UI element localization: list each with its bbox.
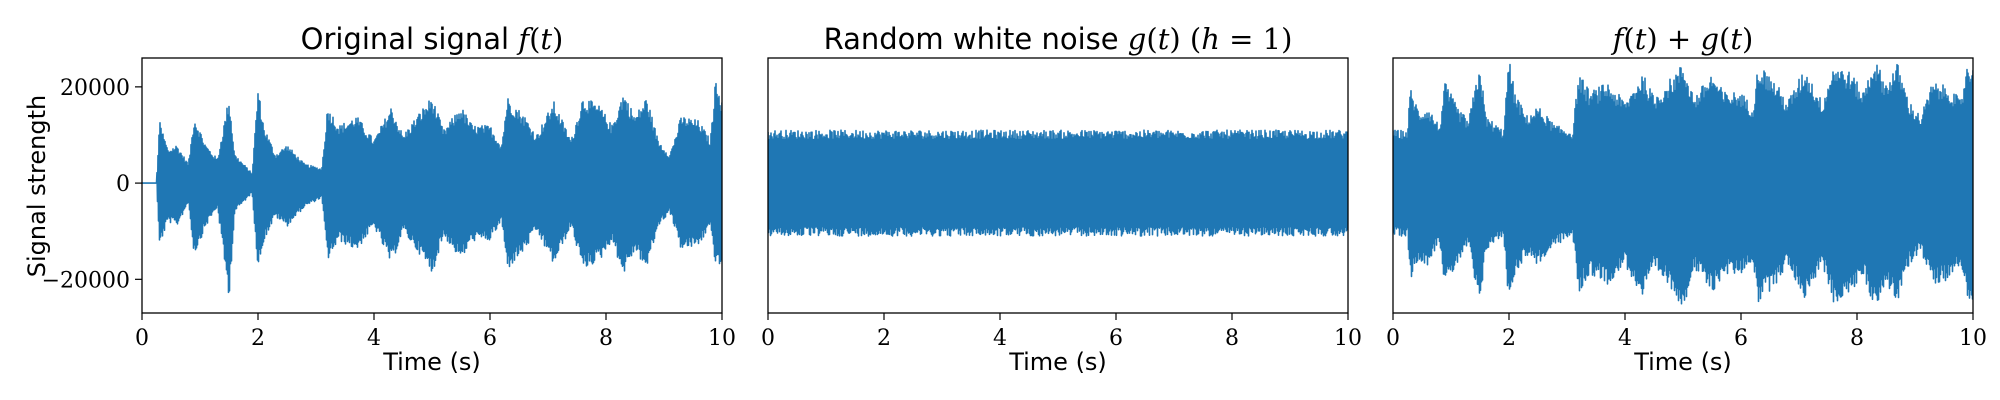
x-tick-label: 6 bbox=[1734, 326, 1748, 351]
x-tick-label: 8 bbox=[599, 326, 613, 351]
chart-title-3: f(t) + g(t) bbox=[1611, 22, 1754, 56]
y-tick-label: 20000 bbox=[60, 76, 130, 101]
axes-frame-1 bbox=[141, 57, 723, 314]
series-line-1-1 bbox=[142, 82, 722, 294]
x-tick-label: 2 bbox=[877, 326, 891, 351]
x-axis-label-2: Time (s) bbox=[1008, 348, 1107, 376]
series-line-3-1 bbox=[1393, 63, 1973, 305]
x-tick-label: 10 bbox=[708, 326, 736, 351]
ticks-2: 0 2 4 6 8 10 bbox=[761, 313, 1362, 351]
plot-area-1 bbox=[142, 82, 722, 294]
x-tick-label: 8 bbox=[1850, 326, 1864, 351]
x-axis-label-3: Time (s) bbox=[1633, 348, 1732, 376]
chart-title-2: Random white noise g(t) (h = 1) bbox=[824, 22, 1293, 56]
x-tick-label: 0 bbox=[1386, 326, 1400, 351]
x-tick-label: 4 bbox=[1618, 326, 1632, 351]
axes-frame-2 bbox=[767, 57, 1349, 314]
x-tick-label: 10 bbox=[1334, 326, 1362, 351]
panel-white-noise: 0 2 4 6 8 10 Random white noise g(t) (h = 1) … bbox=[761, 22, 1362, 376]
ticks-1: 0 2 4 6 8 10 −20000 0 20000 bbox=[42, 76, 736, 351]
x-axis-label-1: Time (s) bbox=[382, 348, 481, 376]
x-tick-label: 4 bbox=[993, 326, 1007, 351]
x-tick-label: 0 bbox=[135, 326, 149, 351]
x-tick-label: 6 bbox=[1109, 326, 1123, 351]
x-tick-label: 2 bbox=[251, 326, 265, 351]
plot-area-3 bbox=[1393, 63, 1973, 305]
x-tick-label: 2 bbox=[1502, 326, 1516, 351]
x-tick-label: 0 bbox=[761, 326, 775, 351]
x-tick-label: 4 bbox=[367, 326, 381, 351]
y-tick-label: 0 bbox=[116, 172, 130, 197]
ticks-3: 0 2 4 6 8 10 bbox=[1386, 313, 1987, 351]
x-tick-label: 6 bbox=[483, 326, 497, 351]
x-tick-label: 10 bbox=[1959, 326, 1987, 351]
series-line-2-1 bbox=[768, 129, 1348, 237]
panel-sum-signal: 0 2 4 6 8 10 f(t) + g(t) Time (s) bbox=[1386, 22, 1987, 376]
chart-title-1: Original signal f(t) bbox=[301, 22, 564, 56]
plot-area-2 bbox=[768, 129, 1348, 237]
axes-frame-3 bbox=[1392, 57, 1974, 314]
x-tick-label: 8 bbox=[1225, 326, 1239, 351]
y-axis-label: Signal strength bbox=[23, 95, 51, 277]
panel-original-signal: 0 2 4 6 8 10 −20000 0 20000 Original signal f(t)… bbox=[23, 22, 736, 376]
y-tick-label: −20000 bbox=[42, 268, 130, 293]
